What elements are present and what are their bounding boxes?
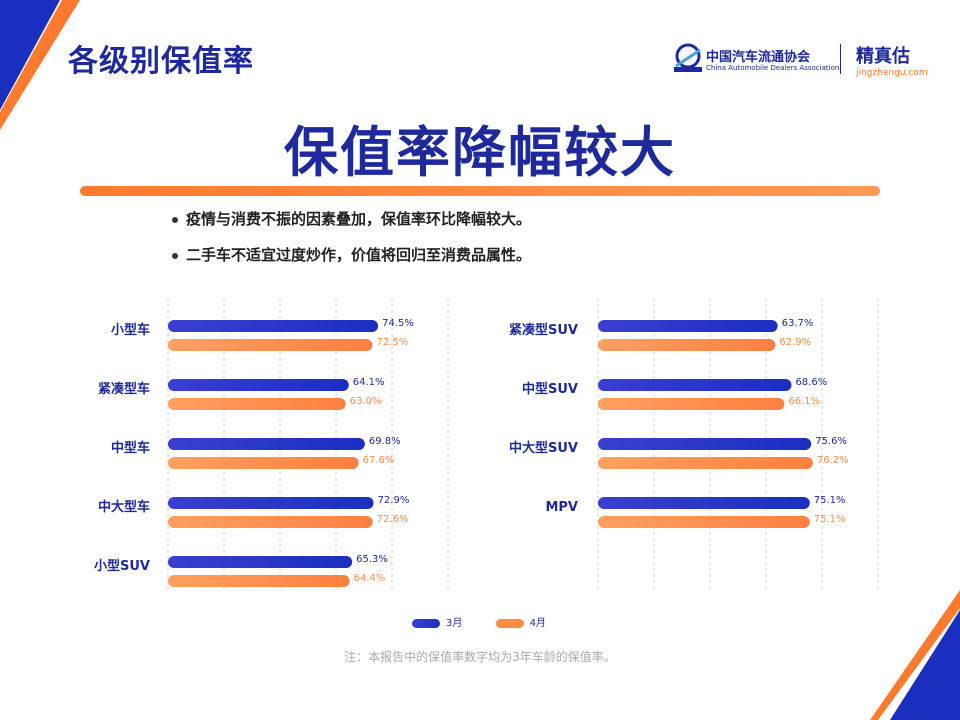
bullet-dot-icon [172, 216, 178, 223]
data-label-march: 64.1% [353, 377, 385, 388]
data-label-march: 63.7% [782, 318, 814, 329]
cada-emblem-icon [674, 43, 702, 72]
bar-april [598, 398, 785, 410]
bar-april [168, 575, 350, 587]
bar-charts: 小型车 74.5% 72.5% 紧凑型车 64.1% 63.0% 中型车 69.8% 67.6%… [94, 298, 879, 592]
bar-march [598, 438, 812, 450]
corner-decoration-top-left [0, 0, 80, 130]
data-label-april: 67.6% [363, 455, 395, 466]
bar-april [598, 457, 813, 469]
cada-name-cn: 中国汽车流通协会 [706, 50, 811, 65]
headline-underline [80, 186, 880, 196]
bar-april [598, 516, 810, 528]
category-label: 中大型车 [98, 499, 150, 515]
legend-swatch-march [412, 618, 440, 628]
legend-label-april: 4月 [529, 618, 546, 629]
bar-april [168, 398, 346, 410]
data-label-april: 63.0% [350, 396, 382, 407]
category-label: 中型车 [111, 440, 150, 456]
jingzhengu-url: jingzhengu.com [856, 68, 928, 78]
bar-march [598, 379, 792, 391]
bar-april [168, 516, 373, 528]
legend-item-april: 4月 [495, 614, 546, 629]
data-label-march: 75.1% [814, 495, 846, 506]
chart-legend: 3月 4月 [412, 614, 576, 629]
jingzhengu-logo: 精真估 jingzhengu.com [856, 42, 928, 78]
data-label-march: 72.9% [378, 495, 410, 506]
bar-march [598, 320, 778, 332]
category-label: 中型SUV [522, 381, 578, 397]
jingzhengu-name: 精真估 [856, 46, 910, 67]
bullet-item: 疫情与消费不振的因素叠加，保值率环比降幅较大。 [172, 208, 531, 244]
category-label: 紧凑型SUV [509, 322, 578, 338]
data-label-march: 75.6% [815, 436, 847, 447]
bar-march [168, 379, 349, 391]
bar-april [168, 457, 359, 469]
data-label-april: 75.1% [814, 514, 846, 525]
bullet-dot-icon [172, 252, 178, 259]
category-label: 小型SUV [94, 558, 150, 574]
data-label-march: 74.5% [382, 318, 414, 329]
cada-logo: 中国汽车流通协会 China Automobile Dealers Associ… [670, 40, 839, 76]
data-label-april: 76.2% [817, 455, 849, 466]
bar-march [168, 320, 379, 332]
category-label: 小型车 [111, 322, 150, 338]
category-label: 中大型SUV [509, 440, 578, 456]
data-label-april: 72.5% [376, 337, 408, 348]
legend-swatch-april [495, 618, 524, 628]
legend-item-march: 3月 [412, 614, 462, 629]
headline: 保值率降幅较大 [284, 121, 676, 184]
page-title: 各级别保值率 [68, 44, 254, 79]
bar-april [598, 339, 776, 351]
data-label-april: 72.6% [377, 514, 409, 525]
bar-april [168, 339, 373, 351]
bar-march [168, 438, 365, 450]
data-label-march: 65.3% [356, 554, 388, 565]
data-label-april: 62.9% [779, 337, 811, 348]
bullet-item: 二手车不适宜过度炒作，价值将回归至消费品属性。 [172, 244, 531, 280]
data-label-april: 66.1% [788, 396, 820, 407]
bullet-list: 疫情与消费不振的因素叠加，保值率环比降幅较大。 二手车不适宜过度炒作，价值将回归… [172, 208, 531, 280]
logo-divider [840, 44, 841, 74]
category-label: MPV [545, 500, 578, 515]
data-label-march: 69.8% [369, 436, 401, 447]
footnote: 注：本报告中的保值率数字均为3年车龄的保值率。 [344, 650, 616, 664]
corner-decoration-bottom-right [870, 590, 960, 720]
legend-label-march: 3月 [446, 618, 463, 629]
bullet-text: 疫情与消费不振的因素叠加，保值率环比降幅较大。 [186, 210, 532, 228]
data-label-march: 68.6% [795, 377, 827, 388]
bullet-text: 二手车不适宜过度炒作，价值将回归至消费品属性。 [186, 246, 532, 264]
category-label: 紧凑型车 [98, 381, 150, 397]
bar-march [598, 497, 810, 509]
bar-march [168, 556, 353, 568]
cada-name-en: China Automobile Dealers Association [706, 64, 840, 72]
data-label-april: 64.4% [354, 573, 386, 584]
bar-march [168, 497, 374, 509]
